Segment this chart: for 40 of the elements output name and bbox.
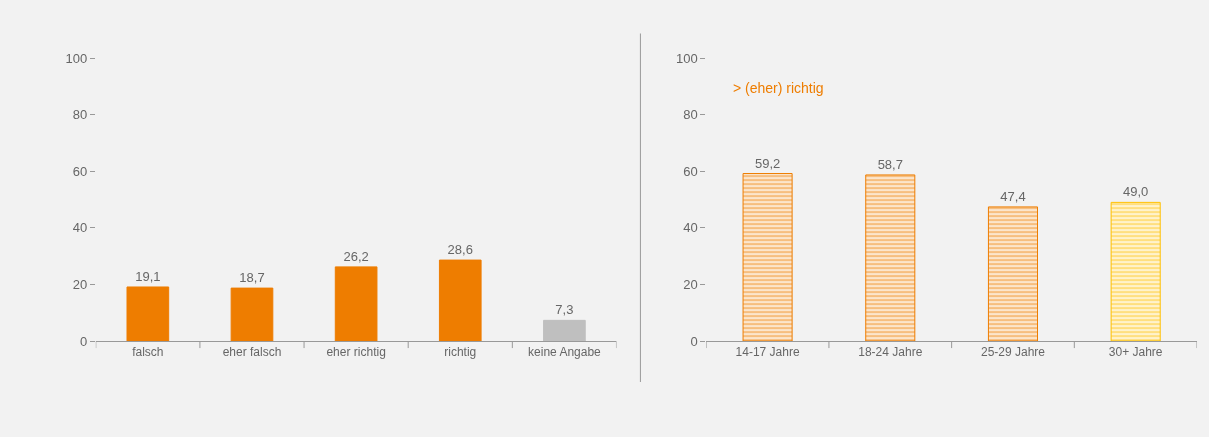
bar	[987, 206, 1039, 341]
data-label: 19,1	[135, 268, 161, 284]
y-tick-label: 100	[65, 50, 88, 66]
data-label: 26,2	[343, 248, 369, 264]
x-tick-label: 25-29 Jahre	[980, 345, 1046, 360]
data-label: 47,4	[1000, 188, 1026, 204]
x-tick-label: 14-17 Jahre	[735, 345, 800, 360]
x-tick-label: 18-24 Jahre	[858, 345, 923, 360]
y-tick-label: 0	[690, 333, 698, 349]
y-tick-label: 0	[79, 333, 88, 349]
x-tick-label: eher falsch	[222, 345, 282, 360]
bar	[438, 259, 482, 341]
data-label: 59,2	[754, 155, 781, 171]
bar	[865, 174, 916, 341]
bar	[742, 173, 793, 341]
bar	[543, 319, 586, 341]
y-tick-label: 80	[72, 107, 88, 123]
x-tick-label: keine Angabe	[528, 345, 602, 360]
y-tick-label: 60	[683, 163, 698, 179]
x-tick-label: eher richtig	[326, 345, 386, 360]
x-tick-label: richtig	[444, 345, 477, 360]
data-label: 18,7	[239, 270, 265, 286]
bar	[230, 287, 274, 341]
y-tick-label: 40	[72, 220, 88, 236]
y-tick-label: 60	[72, 163, 88, 179]
data-label: 28,6	[447, 242, 473, 258]
y-tick-label: 40	[683, 220, 698, 236]
data-label: 49,0	[1123, 184, 1149, 200]
y-tick-label: 100	[675, 50, 698, 66]
bar	[334, 266, 378, 341]
x-tick-label: falsch	[132, 345, 164, 360]
data-label: 7,3	[555, 302, 574, 318]
x-tick-label: 30+ Jahre	[1108, 345, 1163, 360]
y-tick-label: 80	[683, 107, 698, 123]
data-label: 58,7	[877, 156, 903, 172]
y-tick-label: 20	[72, 276, 88, 292]
bar	[1110, 201, 1161, 341]
bar	[126, 286, 170, 341]
annotation: > (eher) richtig	[733, 80, 824, 96]
y-tick-label: 20	[683, 276, 698, 292]
